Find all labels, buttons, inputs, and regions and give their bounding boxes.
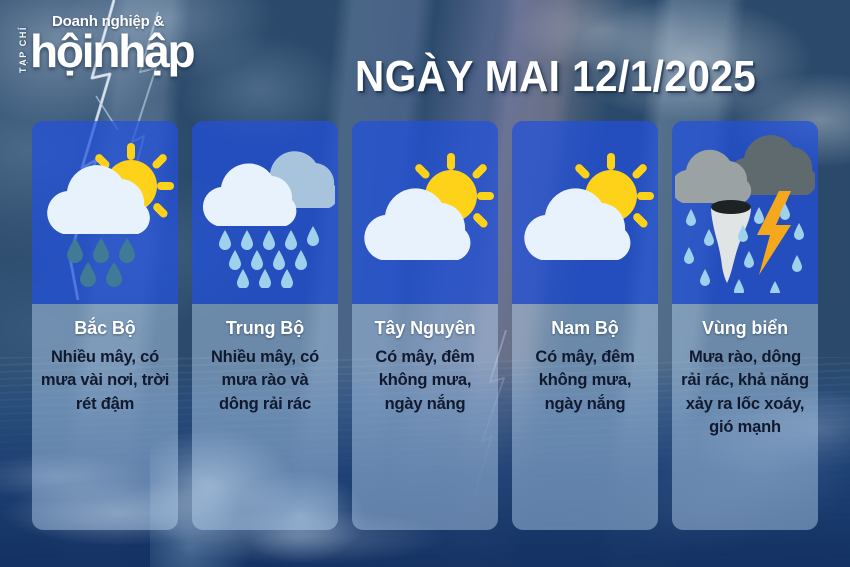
forecast-card-body: Tây Nguyên Có mây, đêm không mưa, ngày n…	[352, 304, 498, 530]
sun-cloud-icon	[364, 152, 494, 260]
storm-cloud-dark-icon	[727, 134, 815, 195]
page-title: NGÀY MAI 12/1/2025	[355, 52, 757, 101]
background-wave	[150, 367, 480, 567]
storm-cloud-light-icon	[675, 149, 752, 203]
tornado-icon	[711, 199, 751, 283]
raindrops-icon	[219, 225, 319, 288]
logo-kicker: TẠP CHÍ	[18, 25, 28, 73]
raindrops-icon	[684, 202, 804, 293]
region-name: Trung Bộ	[225, 318, 305, 338]
forecast-card[interactable]: Trung Bộ Nhiều mây, có mưa rào và dông r…	[192, 121, 338, 530]
forecast-card-body: Trung Bộ Nhiều mây, có mưa rào và dông r…	[192, 304, 338, 530]
forecast-card-body: Nam Bộ Có mây, đêm không mưa, ngày nắng	[512, 304, 658, 530]
storm-tornado-lightning-icon	[675, 134, 815, 293]
cloud-front-icon	[202, 162, 297, 226]
logo-line-1: Doanh nghiệp &	[52, 13, 165, 30]
region-forecast: Nhiều mây, có mưa vài nơi, trời rét đậm	[40, 348, 170, 413]
weather-icon-wrap	[512, 121, 658, 304]
region-forecast: Mưa rào, dông rải rác, khả năng xảy ra l…	[681, 348, 809, 437]
region-forecast: Có mây, đêm không mưa, ngày nắng	[375, 348, 475, 413]
region-name: Bắc Bộ	[74, 318, 136, 338]
logo-line-2: hộinhập	[30, 25, 196, 77]
region-forecast: Có mây, đêm không mưa, ngày nắng	[535, 348, 635, 413]
forecast-card[interactable]: Tây Nguyên Có mây, đêm không mưa, ngày n…	[352, 121, 498, 530]
forecast-card-body: Vùng biển Mưa rào, dông rải rác, khả năn…	[672, 304, 818, 530]
weather-icon-wrap	[352, 121, 498, 304]
forecast-card-body: Bắc Bộ Nhiều mây, có mưa vài nơi, trời r…	[32, 304, 178, 530]
double-cloud-heavy-rain-icon	[202, 150, 335, 288]
forecast-card-list: Bắc Bộ Nhiều mây, có mưa vài nơi, trời r…	[0, 121, 850, 531]
sun-cloud-icon	[524, 152, 654, 260]
region-name: Nam Bộ	[551, 318, 619, 338]
logo-wordmark: Doanh nghiệp & hộinhập	[30, 13, 196, 77]
logo[interactable]: TẠP CHÍ Doanh nghiệp & hộinhập	[18, 13, 196, 84]
raindrops-icon	[67, 237, 135, 287]
forecast-card[interactable]: Bắc Bộ Nhiều mây, có mưa vài nơi, trời r…	[32, 121, 178, 530]
background-ocean	[0, 357, 850, 567]
cloud-icon	[364, 187, 471, 260]
cloud-icon	[47, 164, 150, 234]
region-name: Vùng biển	[701, 318, 789, 338]
weather-icon-wrap	[672, 121, 818, 304]
region-name: Tây Nguyên	[374, 318, 476, 338]
weather-icon-wrap	[192, 121, 338, 304]
region-forecast: Nhiều mây, có mưa rào và dông rải rác	[210, 348, 320, 413]
lightning-icon	[757, 190, 791, 275]
sun-cloud-rain-icon	[47, 142, 174, 287]
forecast-card[interactable]: Nam Bộ Có mây, đêm không mưa, ngày nắng	[512, 121, 658, 530]
forecast-card[interactable]: Vùng biển Mưa rào, dông rải rác, khả năn…	[672, 121, 818, 530]
cloud-icon	[524, 187, 631, 260]
weather-icon-wrap	[32, 121, 178, 304]
